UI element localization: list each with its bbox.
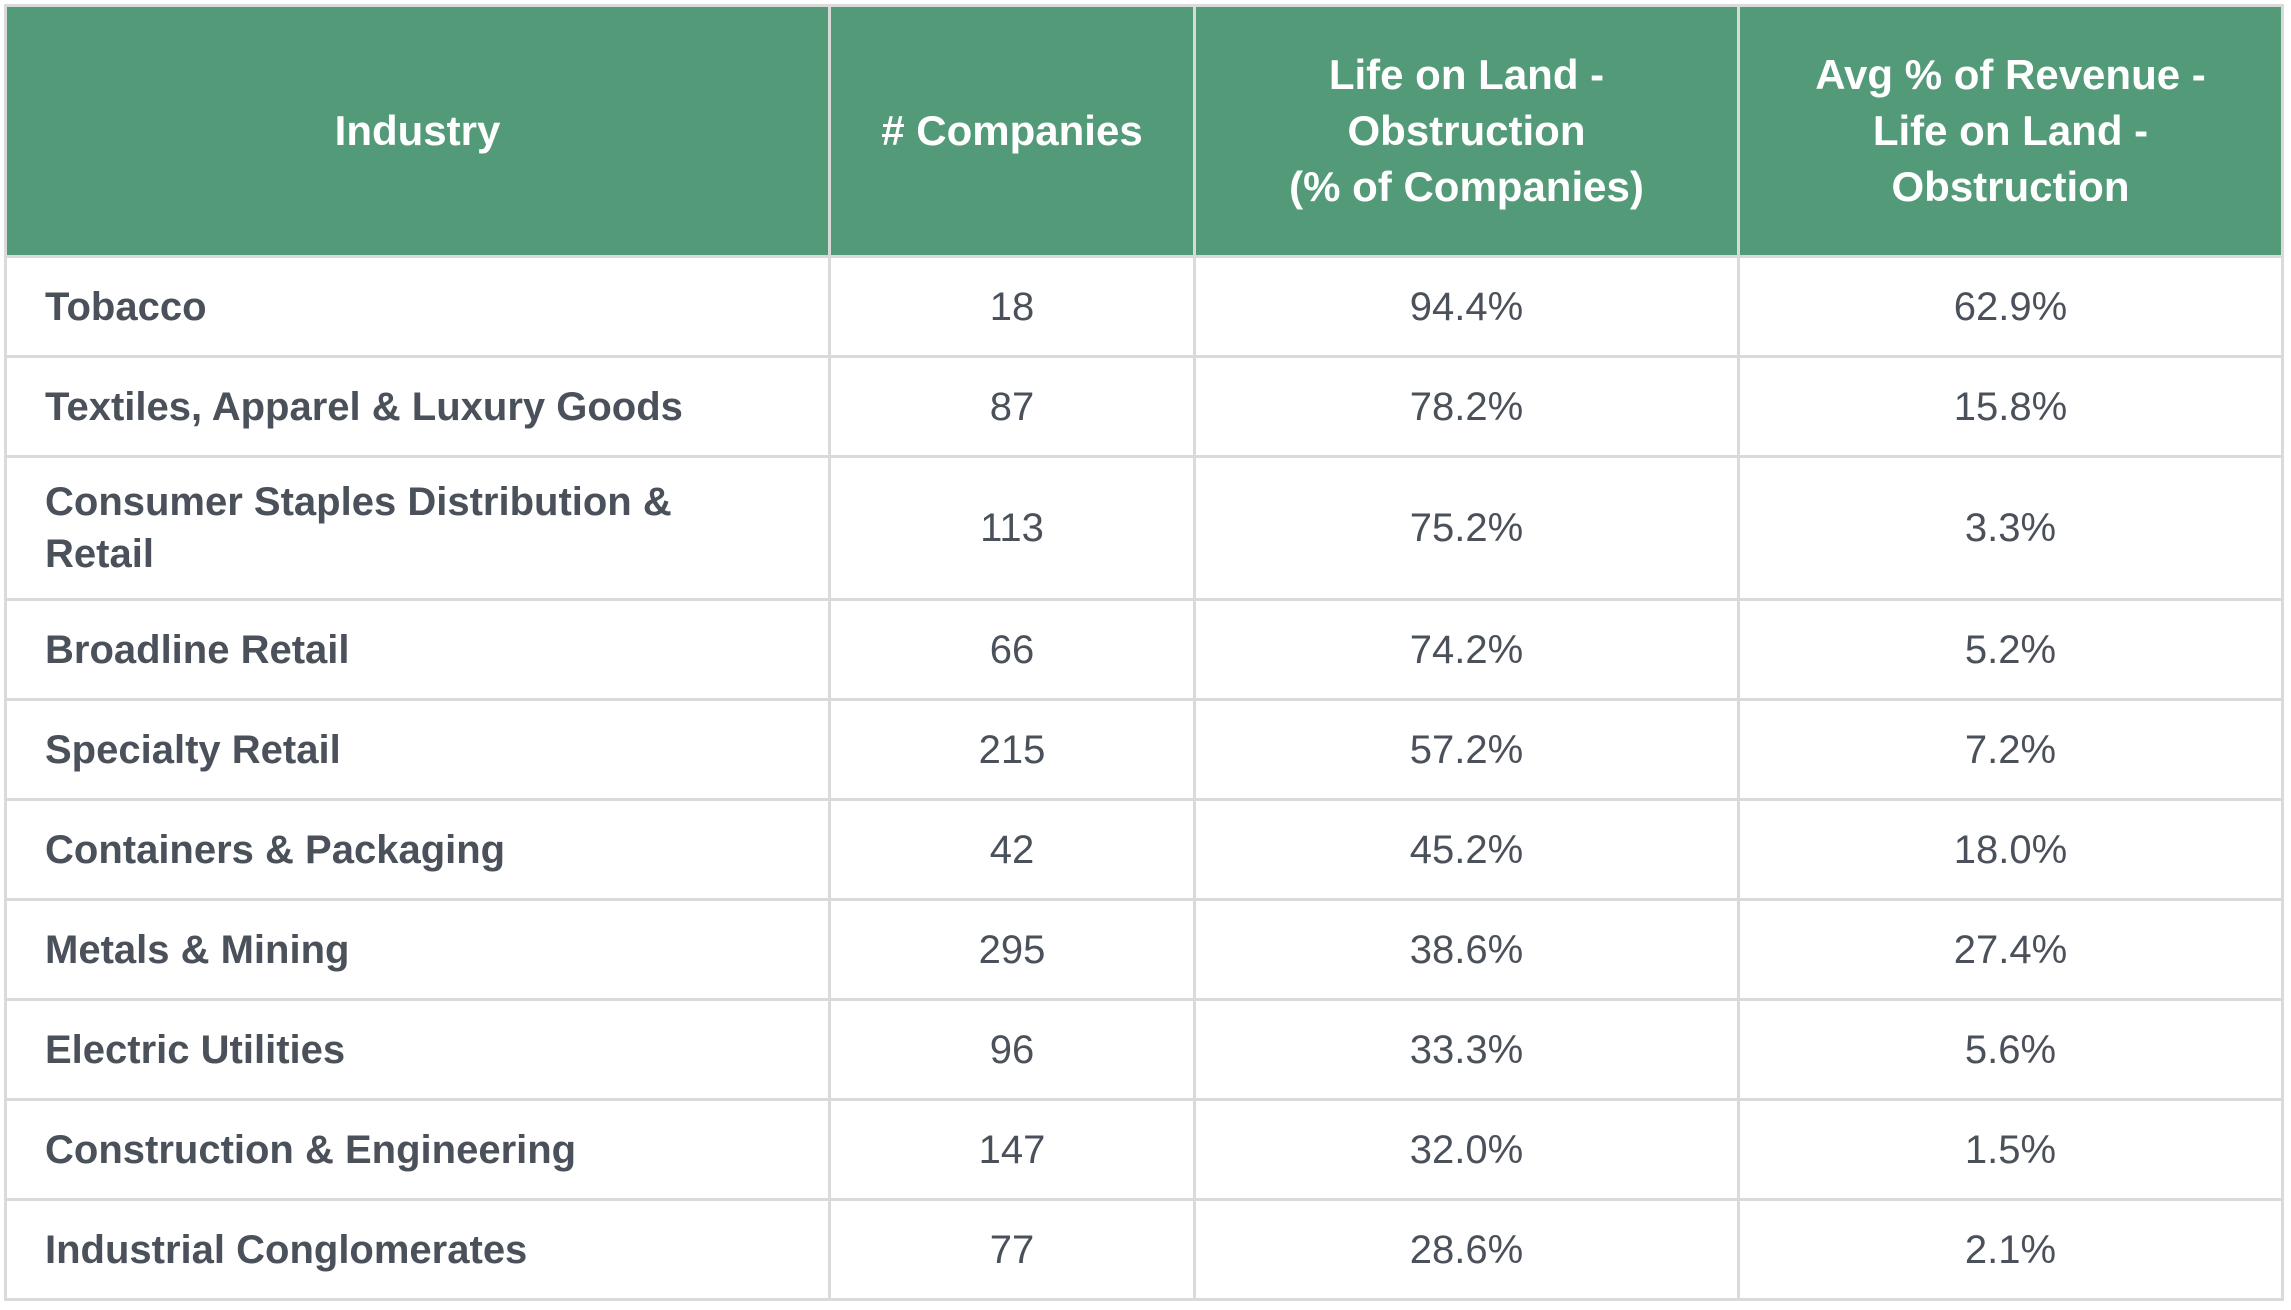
cell-obstruction-pct: 74.2%: [1193, 598, 1740, 701]
cell-avg-revenue-pct: 5.2%: [1737, 598, 2284, 701]
column-header-avg-revenue-pct: Avg % of Revenue - Life on Land - Obstru…: [1737, 4, 2284, 258]
cell-obstruction-pct: 28.6%: [1193, 1198, 1740, 1301]
cell-obstruction-pct: 38.6%: [1193, 898, 1740, 1001]
cell-avg-revenue-pct: 62.9%: [1737, 255, 2284, 358]
cell-companies: 215: [828, 698, 1196, 801]
header-row: Industry # Companies Life on Land - Obst…: [4, 4, 2284, 258]
cell-avg-revenue-pct: 2.1%: [1737, 1198, 2284, 1301]
table-row: Textiles, Apparel & Luxury Goods 87 78.2…: [4, 355, 2284, 458]
cell-companies: 66: [828, 598, 1196, 701]
cell-avg-revenue-pct: 18.0%: [1737, 798, 2284, 901]
cell-industry: Electric Utilities: [4, 998, 831, 1101]
table-row: Industrial Conglomerates 77 28.6% 2.1%: [4, 1198, 2284, 1301]
table-row: Tobacco 18 94.4% 62.9%: [4, 255, 2284, 358]
cell-companies: 87: [828, 355, 1196, 458]
cell-avg-revenue-pct: 3.3%: [1737, 455, 2284, 601]
table-row: Electric Utilities 96 33.3% 5.6%: [4, 998, 2284, 1101]
table-row: Specialty Retail 215 57.2% 7.2%: [4, 698, 2284, 801]
cell-companies: 18: [828, 255, 1196, 358]
cell-industry: Specialty Retail: [4, 698, 831, 801]
cell-companies: 42: [828, 798, 1196, 901]
cell-industry: Construction & Engineering: [4, 1098, 831, 1201]
cell-avg-revenue-pct: 7.2%: [1737, 698, 2284, 801]
cell-industry: Broadline Retail: [4, 598, 831, 701]
table-row: Metals & Mining 295 38.6% 27.4%: [4, 898, 2284, 1001]
cell-industry: Tobacco: [4, 255, 831, 358]
cell-industry: Metals & Mining: [4, 898, 831, 1001]
column-header-obstruction-pct: Life on Land - Obstruction (% of Compani…: [1193, 4, 1740, 258]
table-header: Industry # Companies Life on Land - Obst…: [4, 4, 2284, 258]
cell-avg-revenue-pct: 1.5%: [1737, 1098, 2284, 1201]
cell-industry: Containers & Packaging: [4, 798, 831, 901]
cell-obstruction-pct: 33.3%: [1193, 998, 1740, 1101]
cell-companies: 113: [828, 455, 1196, 601]
table-row: Construction & Engineering 147 32.0% 1.5…: [4, 1098, 2284, 1201]
industry-obstruction-table: Industry # Companies Life on Land - Obst…: [4, 4, 2284, 1301]
cell-companies: 96: [828, 998, 1196, 1101]
column-header-industry: Industry: [4, 4, 831, 258]
cell-companies: 77: [828, 1198, 1196, 1301]
cell-obstruction-pct: 75.2%: [1193, 455, 1740, 601]
cell-obstruction-pct: 94.4%: [1193, 255, 1740, 358]
cell-obstruction-pct: 45.2%: [1193, 798, 1740, 901]
cell-obstruction-pct: 78.2%: [1193, 355, 1740, 458]
cell-companies: 295: [828, 898, 1196, 1001]
cell-industry: Industrial Conglomerates: [4, 1198, 831, 1301]
table-row: Consumer Staples Distribution & Retail 1…: [4, 455, 2284, 601]
cell-industry: Consumer Staples Distribution & Retail: [4, 455, 831, 601]
cell-avg-revenue-pct: 5.6%: [1737, 998, 2284, 1101]
cell-companies: 147: [828, 1098, 1196, 1201]
cell-avg-revenue-pct: 15.8%: [1737, 355, 2284, 458]
cell-obstruction-pct: 32.0%: [1193, 1098, 1740, 1201]
cell-industry: Textiles, Apparel & Luxury Goods: [4, 355, 831, 458]
cell-obstruction-pct: 57.2%: [1193, 698, 1740, 801]
column-header-num-companies: # Companies: [828, 4, 1196, 258]
table-row: Broadline Retail 66 74.2% 5.2%: [4, 598, 2284, 701]
table-body: Tobacco 18 94.4% 62.9% Textiles, Apparel…: [4, 255, 2284, 1301]
cell-avg-revenue-pct: 27.4%: [1737, 898, 2284, 1001]
table-row: Containers & Packaging 42 45.2% 18.0%: [4, 798, 2284, 901]
